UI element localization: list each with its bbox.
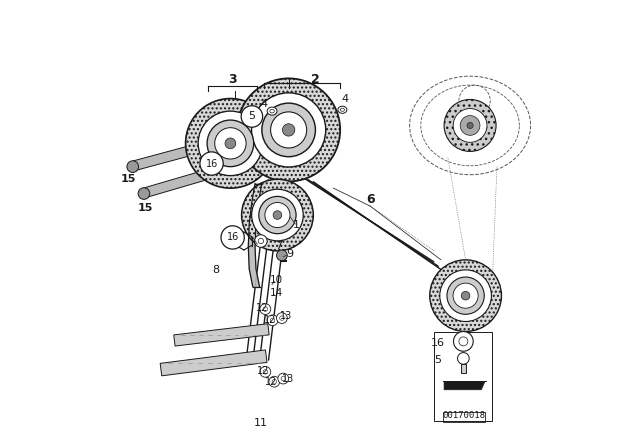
Circle shape [237,78,340,181]
Circle shape [252,189,303,241]
Circle shape [271,112,307,148]
Circle shape [269,376,280,387]
Text: 14: 14 [270,288,283,297]
Circle shape [430,260,502,332]
Text: 12: 12 [264,377,277,387]
Circle shape [444,99,496,151]
Text: 8: 8 [212,265,220,275]
Text: 13: 13 [282,374,294,383]
Circle shape [252,93,326,167]
Circle shape [198,111,262,176]
Polygon shape [132,145,194,171]
Text: 3: 3 [228,73,237,86]
Circle shape [447,277,484,314]
Text: 4: 4 [341,94,348,103]
Circle shape [278,373,289,384]
Text: 5: 5 [248,112,255,121]
Circle shape [453,283,478,308]
Circle shape [225,138,236,149]
Circle shape [453,108,487,142]
Circle shape [241,106,262,127]
Circle shape [260,304,271,314]
Circle shape [259,196,296,234]
Text: 13: 13 [280,311,292,321]
Circle shape [467,122,473,129]
Circle shape [461,291,470,300]
Circle shape [221,226,244,249]
Text: 7: 7 [275,241,282,250]
Circle shape [200,152,223,175]
Text: 2: 2 [311,73,320,86]
Circle shape [440,270,492,322]
Polygon shape [248,184,262,287]
Ellipse shape [338,106,347,113]
Circle shape [276,250,287,261]
Text: 1: 1 [293,220,300,230]
Circle shape [262,103,316,157]
Polygon shape [173,324,269,346]
Circle shape [242,179,314,251]
Text: 12: 12 [264,315,276,325]
Polygon shape [144,171,205,198]
Polygon shape [461,364,466,373]
Circle shape [273,211,282,220]
Circle shape [276,313,287,323]
Text: 15: 15 [120,174,136,184]
Circle shape [454,332,473,351]
Circle shape [186,99,275,188]
Text: 4: 4 [260,99,268,109]
Text: 16: 16 [205,159,218,168]
Text: 6: 6 [366,193,374,206]
Circle shape [260,366,271,377]
Circle shape [207,120,253,167]
Circle shape [267,315,278,326]
Circle shape [127,161,139,172]
Circle shape [265,202,290,228]
Polygon shape [444,382,485,390]
Text: 9: 9 [286,250,293,259]
Text: 5: 5 [434,355,441,365]
Text: 00170018: 00170018 [443,411,486,420]
Text: 12: 12 [255,303,268,313]
Circle shape [138,188,150,199]
Text: 15: 15 [138,203,153,213]
Circle shape [458,353,469,364]
Circle shape [215,128,246,159]
Polygon shape [160,350,267,376]
Text: 16: 16 [227,233,239,242]
Circle shape [282,124,295,136]
Circle shape [460,116,480,135]
Text: 12: 12 [257,366,269,376]
Ellipse shape [267,107,277,115]
Text: 11: 11 [254,418,268,428]
Text: 16: 16 [430,338,444,348]
Text: 10: 10 [270,275,283,285]
Circle shape [255,235,267,247]
